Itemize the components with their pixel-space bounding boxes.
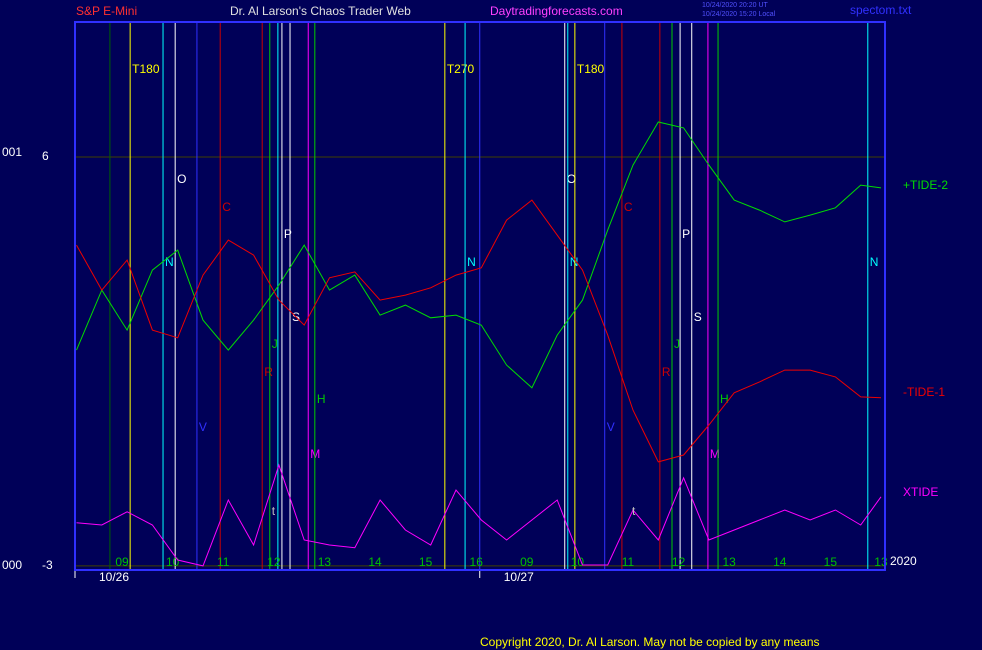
marker-label: H (720, 392, 729, 406)
marker-label: C (222, 200, 231, 214)
marker-label: P (682, 227, 690, 241)
left-label: 001 (2, 145, 22, 159)
x-tick-label: 14 (368, 555, 382, 569)
series-line (76, 463, 882, 567)
x-tick-label: 09 (520, 555, 534, 569)
x-tick-label: 11 (217, 555, 230, 569)
marker-label: S (694, 310, 702, 324)
x-tick-label: 09 (115, 555, 129, 569)
file-name: spectom.txt (850, 3, 912, 17)
plot-frame (74, 21, 886, 571)
series-label: -TIDE-1 (903, 385, 945, 399)
x-tick-label: 13 (318, 555, 332, 569)
x-tick-label: 10 (166, 555, 180, 569)
stamp: 10/24/2020 15:20 Local (702, 11, 776, 18)
copyright: Copyright 2020, Dr. Al Larson. May not b… (480, 635, 820, 649)
marker-label: V (607, 420, 615, 434)
marker-label: J (272, 337, 278, 351)
annotation: t (632, 504, 636, 518)
x-tick-label: 12 (267, 555, 281, 569)
marker-label: R (264, 365, 273, 379)
day-label: 10/26 (99, 570, 129, 584)
day-label: 10/27 (504, 570, 534, 584)
x-tick-label: 14 (773, 555, 787, 569)
year: 2020 (890, 554, 917, 568)
marker-label: H (317, 392, 326, 406)
x-tick-label: 16 (470, 555, 484, 569)
marker-label: M (710, 447, 720, 461)
marker-label: T180 (577, 62, 605, 76)
stamp: 10/24/2020 20:20 UT (702, 2, 768, 9)
chart-title: Dr. Al Larson's Chaos Trader Web (230, 4, 411, 18)
marker-label: O (567, 172, 576, 186)
x-tick-label: 15 (824, 555, 838, 569)
y-tick-label: -3 (42, 558, 53, 572)
marker-label: N (165, 255, 174, 269)
marker-label: N (570, 255, 579, 269)
annotation: t (272, 504, 276, 518)
marker-label: J (674, 337, 680, 351)
marker-label: O (177, 172, 186, 186)
x-tick-label: 13 (722, 555, 736, 569)
series-label: XTIDE (903, 485, 938, 499)
site: Daytradingforecasts.com (490, 4, 623, 18)
marker-label: V (199, 420, 207, 434)
marker-label: P (284, 227, 292, 241)
x-tick-label: 10 (571, 555, 585, 569)
marker-label: N (870, 255, 879, 269)
series-line (76, 121, 882, 389)
series-line (76, 199, 882, 463)
instrument: S&P E-Mini (76, 4, 137, 18)
marker-label: N (467, 255, 476, 269)
x-tick-label: 11 (622, 555, 635, 569)
marker-label: C (624, 200, 633, 214)
marker-label: T180 (132, 62, 160, 76)
marker-label: T270 (447, 62, 475, 76)
marker-label: R (662, 365, 671, 379)
left-label: 000 (2, 558, 22, 572)
y-tick-label: 6 (42, 149, 49, 163)
x-tick-label: 15 (419, 555, 433, 569)
x-tick-label: 12 (672, 555, 686, 569)
series-label: +TIDE-2 (903, 178, 948, 192)
